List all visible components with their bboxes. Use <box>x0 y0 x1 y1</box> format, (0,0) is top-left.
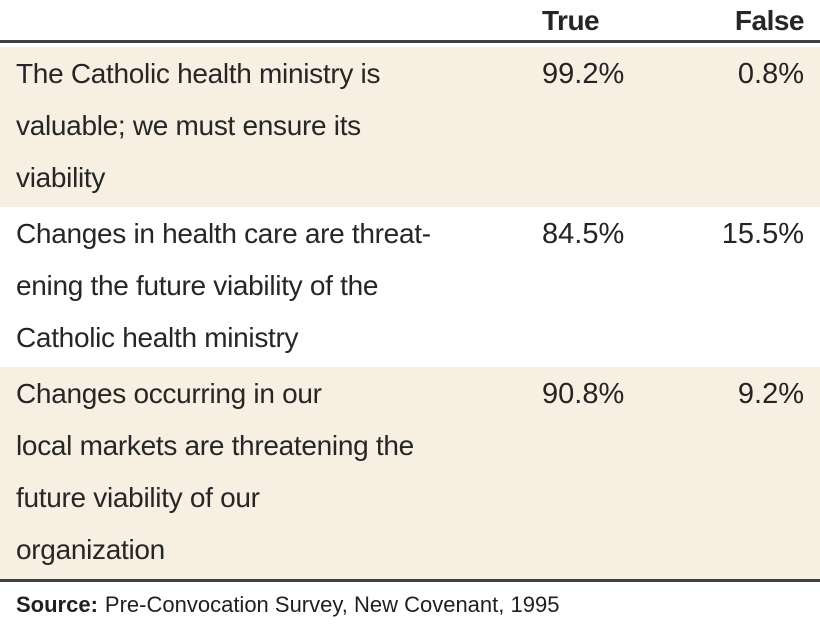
false-value-cell: 0.8% <box>737 58 804 90</box>
column-header-false: False <box>734 5 805 36</box>
true-value-cell: 84.5% <box>542 218 625 250</box>
table-header-row: True False <box>0 0 820 40</box>
statement-cell: Changes in health care are threat- ening… <box>16 218 431 353</box>
statement-cell: Changes occurring in our local markets a… <box>16 378 414 565</box>
false-value-cell: 15.5% <box>721 218 804 250</box>
top-rule <box>0 40 820 43</box>
source-note: Source: Pre-Convocation Survey, New Coven… <box>0 582 820 618</box>
statement-cell: The Catholic health ministry is valuable… <box>16 58 381 193</box>
table-row: Changes occurring in our local markets a… <box>0 367 820 579</box>
false-value-cell: 9.2% <box>737 378 804 410</box>
bottom-rule <box>0 579 820 582</box>
table-row: Changes in health care are threat- ening… <box>0 207 820 367</box>
true-value-cell: 99.2% <box>542 58 625 90</box>
header-gap <box>0 43 820 47</box>
true-value-cell: 90.8% <box>542 378 625 410</box>
source-text: Pre-Convocation Survey, New Covenant, 19… <box>104 592 560 617</box>
table-row: The Catholic health ministry is valuable… <box>0 47 820 207</box>
column-header-true: True <box>542 5 600 36</box>
source-label: Source: <box>16 592 98 617</box>
